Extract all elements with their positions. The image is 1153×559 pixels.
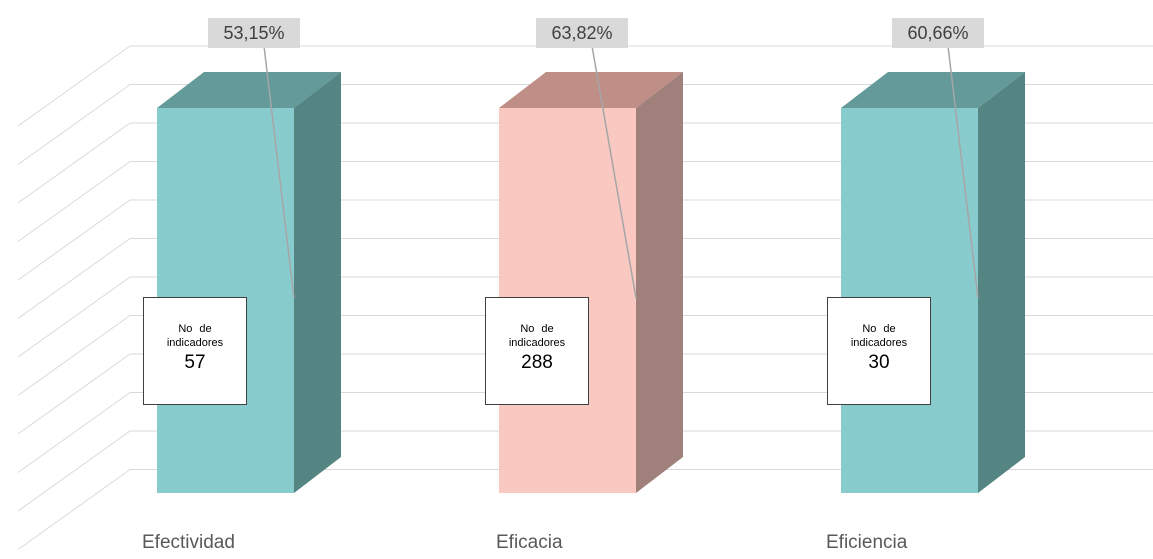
count-value: 288 — [521, 352, 553, 373]
bar-top-eficiencia — [841, 72, 1025, 108]
gridline-depth — [17, 353, 131, 435]
leader-line — [263, 45, 295, 299]
count-box: No de indicadores 288 — [485, 297, 589, 405]
gridline-depth — [17, 315, 131, 396]
percent-label: 63,82% — [536, 18, 628, 48]
gridline-depth — [17, 122, 131, 204]
gridline-depth — [17, 392, 131, 473]
gridline-depth — [17, 84, 131, 165]
gridline-depth — [17, 238, 131, 319]
percent-label: 53,15% — [208, 18, 300, 48]
gridline-depth — [17, 430, 131, 512]
bar-side-efectividad — [294, 72, 341, 493]
leader-line — [591, 45, 637, 299]
category-label: Efectividad — [142, 532, 235, 553]
count-caption: No de indicadores — [508, 323, 566, 349]
leader-line — [947, 45, 979, 299]
gridline-depth — [17, 161, 131, 242]
bar-top-efectividad — [157, 72, 341, 108]
count-box: No de indicadores 30 — [827, 297, 931, 405]
category-label: Eficacia — [496, 532, 563, 553]
count-caption: No de indicadores — [166, 323, 224, 349]
bar-side-eficiencia — [978, 72, 1025, 493]
count-value: 57 — [184, 352, 206, 373]
gridline-depth — [17, 199, 131, 281]
count-caption: No de indicadores — [850, 323, 908, 349]
gridline-depth — [17, 45, 131, 127]
gridline-depth — [17, 469, 131, 550]
count-value: 30 — [868, 352, 890, 373]
category-label: Eficiencia — [826, 532, 908, 553]
bar-top-eficacia — [499, 72, 683, 108]
bar-side-eficacia — [636, 72, 683, 493]
gridline-depth — [17, 276, 131, 358]
percent-label: 60,66% — [892, 18, 984, 48]
count-box: No de indicadores 57 — [143, 297, 247, 405]
